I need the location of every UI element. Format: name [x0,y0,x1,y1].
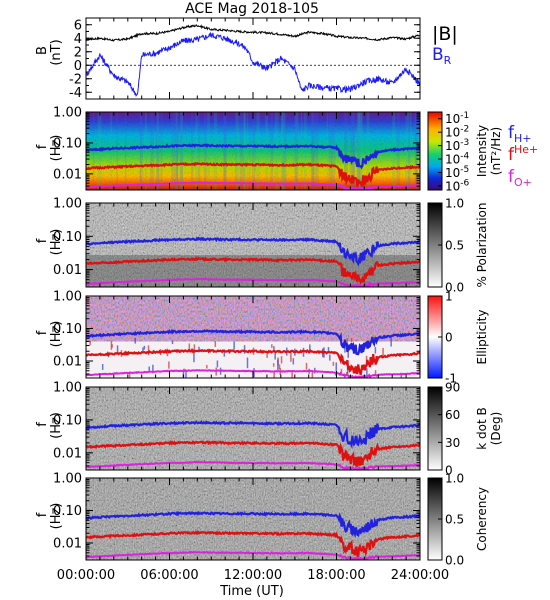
field-y-tick-label: 6 [74,18,82,33]
intensity-colorbar-label: Intensity [475,125,489,177]
intensity-colorbar-tick-label: 10-2 [445,125,469,140]
field-y-tick-label: 2 [74,45,82,60]
polarization-colorbar-tick-label: 0.0 [445,281,464,295]
gyro-line-fheplus [86,440,420,469]
wave-normal-angle-freq-tick-label: 0.10 [53,413,82,428]
wave-normal-angle-colorbar-tick-label: 30 [445,436,460,450]
ellipticity-spectrogram [86,296,420,378]
polarization-freq-tick-label: 0.01 [53,263,82,278]
ellipticity-freq-unit: (Hz) [49,321,64,348]
coherency-freq-label: f [35,512,50,517]
coherency-freq-unit: (Hz) [49,503,64,530]
intensity-colorbar-tick-label: 10-5 [445,165,469,180]
coherency-freq-tick-label: 0.10 [53,504,82,519]
intensity-colorbar-tick-label: 10-1 [445,111,469,126]
ellipticity-colorbar-label: Ellipticity [475,310,489,365]
gyro-line-fhplus [86,419,420,449]
coherency-colorbar-tick-label: 0.5 [445,513,464,527]
field-y-tick-label: 4 [74,32,82,47]
wave-normal-angle-colorbar-unit: (Deg) [489,412,503,446]
ellipticity-colorbar-tick-label: -1 [445,372,457,386]
intensity-freq-tick-label: 0.01 [53,167,82,182]
figure-title: ACE Mag 2018-105 [185,1,319,17]
wave-normal-angle-freq-unit: (Hz) [49,412,64,439]
gyro-line-fheplus [86,161,420,190]
wave-normal-angle-colorbar-tick-label: 90 [445,381,460,395]
wave-normal-angle-colorbar-label: k dot B [475,407,489,449]
intensity-freq-unit: (Hz) [49,135,64,162]
coherency-colorbar-tick-label: 0.0 [445,554,464,568]
ellipticity-freq-tick-label: 1.00 [53,290,82,305]
gyro-line-fhplus [86,143,420,170]
intensity-freq-label: f [35,144,50,149]
intensity-colorbar [427,111,443,191]
ellipticity-colorbar-tick-label: 1 [445,290,453,304]
field-panel-background [86,18,420,99]
polarization-colorbar-tick-label: 0.5 [445,239,464,253]
coherency-colorbar-tick-label: 1.0 [445,472,464,486]
gyro-legend-item: fO+ [508,167,532,189]
wave-normal-angle-colorbar [427,386,443,471]
polarization-freq-tick-label: 0.10 [53,230,82,245]
x-tick-label: 06:00:00 [140,568,198,583]
intensity-freq-tick-label: 1.00 [53,106,82,121]
legend-radial-field: BR [432,45,452,67]
coherency-colorbar-label: Coherency [475,487,489,551]
intensity-colorbar-tick-label: 10-3 [445,138,469,153]
coherency-spectrogram [86,478,420,560]
x-tick-label: 24:00:00 [391,568,449,583]
series-line-total-field [85,24,421,42]
field-y-tick-label: 0 [74,59,82,74]
wave-normal-angle-freq-tick-label: 0.01 [53,446,82,461]
wave-normal-angle-colorbar-tick-label: 60 [445,408,460,422]
ellipticity-freq-label: f [35,330,50,335]
gyro-line-fhplus [86,510,420,539]
ellipticity-freq-tick-label: 0.01 [53,355,82,370]
gyrofrequency-legend: fH+fHe+fO+ [508,123,538,189]
field-y-tick-label: -2 [69,72,82,87]
gyro-line-fhplus [86,236,420,267]
wave-normal-angle-freq-label: f [35,422,50,427]
x-tick-label: 18:00:00 [307,568,365,583]
polarization-colorbar-label: % Polarization [475,203,489,288]
gyro-line-fheplus [86,530,420,560]
intensity-spectrogram [86,112,420,190]
ellipticity-colorbar-tick-label: 0 [445,331,453,345]
wave-normal-angle-freq-tick-label: 1.00 [53,381,82,396]
gyro-legend-item: fH+ [508,123,532,145]
field-y-tick-label: -4 [69,86,82,101]
gyro-line-fhplus [86,328,420,356]
x-axis-tick-labels: 00:00:00 06:00:00 12:00:00 18:00:00 24:00:00 [57,568,449,583]
x-axis-label: Time (UT) [219,584,284,599]
polarization-colorbar-tick-label: 1.0 [445,197,464,211]
field-y-unit: (nT) [49,39,64,65]
coherency-freq-tick-label: 0.01 [53,537,82,552]
x-tick-label: 00:00:00 [57,568,115,583]
field-y-label: B [35,46,50,55]
legend-total-field: |B| [432,23,458,45]
gyro-line-fheplus [86,256,420,285]
coherency-freq-tick-label: 1.00 [53,472,82,487]
x-tick-label: 12:00:00 [224,568,282,583]
wave-normal-angle-colorbar-tick-label: 0 [445,464,453,478]
gyro-legend-item: fHe+ [508,143,538,165]
intensity-colorbar-unit: (nT²/Hz) [489,127,503,175]
field-legend: |B| BR [432,23,458,67]
ellipticity-freq-tick-label: 0.10 [53,322,82,337]
polarization-freq-unit: (Hz) [49,229,64,256]
intensity-freq-tick-label: 0.10 [53,136,82,151]
polarization-spectrogram [86,203,420,287]
gyro-line-fheplus [86,347,420,375]
polarization-freq-tick-label: 1.00 [53,197,82,212]
wave-normal-angle-spectrogram [86,387,420,470]
polarization-freq-label: f [35,238,50,243]
intensity-colorbar-tick-label: 10-6 [445,178,470,193]
intensity-colorbar-tick-label: 10-4 [445,152,470,167]
series-line-radial-field [85,31,421,97]
